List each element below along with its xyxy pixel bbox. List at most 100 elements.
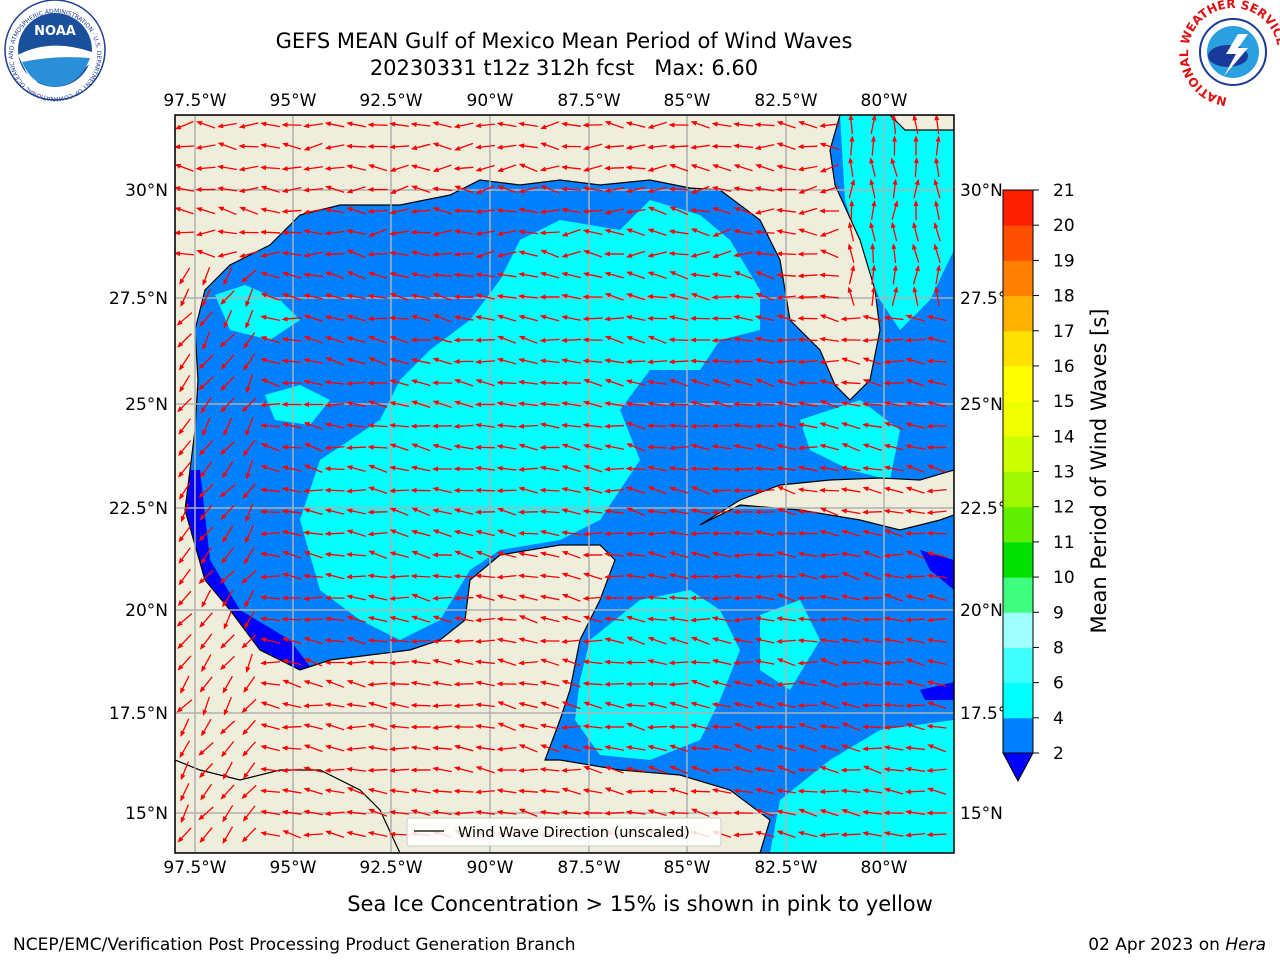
wind-wave-arrow	[690, 486, 710, 495]
wind-wave-arrow	[195, 187, 216, 193]
wind-wave-arrow	[819, 249, 839, 259]
wind-wave-arrow	[367, 122, 388, 128]
wind-wave-arrow	[324, 144, 345, 150]
wind-wave-arrow	[496, 314, 517, 322]
wind-wave-arrow	[540, 249, 560, 258]
wind-wave-arrow	[797, 767, 818, 773]
wind-wave-arrow	[733, 401, 754, 407]
wind-wave-arrow	[346, 465, 366, 473]
wind-wave-arrow	[582, 208, 603, 214]
wind-wave-arrow	[668, 186, 689, 192]
wind-wave-arrow	[518, 143, 539, 149]
wind-wave-arrow	[303, 123, 324, 129]
wind-wave-arrow	[242, 439, 256, 457]
wind-wave-arrow	[223, 610, 233, 630]
wind-wave-arrow	[905, 637, 925, 644]
wind-wave-arrow	[411, 550, 431, 559]
wind-wave-arrow	[453, 573, 474, 579]
wind-wave-arrow	[819, 487, 840, 493]
wind-wave-arrow	[840, 659, 861, 665]
wind-wave-arrow	[220, 376, 235, 391]
wind-wave-arrow	[324, 315, 345, 321]
wind-wave-arrow	[220, 397, 235, 413]
wind-wave-arrow	[776, 638, 797, 644]
wind-wave-arrow	[324, 767, 345, 773]
wind-wave-arrow	[647, 788, 668, 794]
wind-wave-arrow	[797, 445, 818, 451]
wind-wave-arrow	[668, 445, 689, 451]
wind-wave-arrow	[841, 443, 861, 452]
lon-label-top: 95°W	[270, 91, 317, 111]
wind-wave-arrow	[180, 804, 189, 824]
wind-wave-arrow	[518, 229, 539, 235]
wind-wave-arrow	[668, 681, 689, 687]
wind-wave-arrow	[453, 681, 474, 687]
wind-wave-arrow	[303, 336, 323, 344]
wind-wave-arrow	[669, 206, 689, 216]
wind-wave-arrow	[905, 745, 926, 751]
wind-wave-arrow	[242, 483, 256, 499]
wind-wave-arrow	[241, 827, 257, 843]
wind-wave-arrow	[496, 357, 517, 365]
wind-wave-arrow	[690, 679, 710, 688]
wind-wave-arrow	[198, 742, 214, 756]
wind-wave-arrow	[669, 163, 689, 172]
wind-wave-arrow	[840, 316, 861, 322]
wind-wave-arrow	[647, 465, 667, 472]
wind-wave-arrow	[178, 482, 191, 500]
wind-wave-arrow	[518, 294, 539, 300]
wind-wave-arrow	[668, 293, 689, 300]
wind-wave-arrow	[475, 809, 496, 815]
wind-wave-arrow	[669, 271, 689, 280]
wind-wave-arrow	[711, 574, 732, 580]
colorbar-segment	[1003, 612, 1033, 648]
wind-wave-arrow	[668, 810, 689, 816]
wind-wave-arrow	[776, 314, 796, 322]
wind-wave-arrow	[346, 529, 366, 537]
wind-wave-arrow	[222, 804, 234, 823]
wind-wave-arrow	[432, 357, 452, 365]
lon-label-bottom: 92.5°W	[359, 858, 422, 878]
wind-wave-arrow	[324, 466, 345, 472]
wind-wave-arrow	[647, 186, 667, 194]
wind-wave-arrow	[626, 636, 646, 645]
wind-wave-arrow	[604, 271, 624, 279]
wind-wave-arrow	[604, 637, 624, 644]
wind-wave-arrow	[518, 357, 538, 365]
wind-wave-arrow	[238, 186, 259, 193]
wind-wave-arrow	[518, 250, 538, 257]
wind-wave-arrow	[281, 271, 302, 279]
wind-wave-arrow	[346, 423, 367, 429]
wind-wave-arrow	[862, 509, 883, 515]
wind-wave-arrow	[626, 335, 646, 344]
wind-wave-arrow	[303, 744, 323, 753]
wind-wave-arrow	[669, 379, 689, 387]
wind-wave-arrow	[891, 243, 897, 264]
wind-wave-arrow	[582, 228, 603, 236]
wind-wave-arrow	[245, 374, 253, 394]
wind-wave-arrow	[733, 595, 754, 601]
wind-wave-arrow	[303, 314, 323, 322]
wind-wave-arrow	[582, 271, 603, 279]
wind-wave-arrow	[324, 207, 345, 214]
wind-wave-arrow	[840, 832, 861, 838]
wind-wave-arrow	[176, 312, 193, 326]
wind-wave-arrow	[346, 615, 366, 623]
wind-wave-arrow	[496, 488, 517, 494]
wind-wave-arrow	[389, 357, 409, 365]
wind-wave-arrow	[582, 164, 603, 172]
wind-wave-arrow	[432, 809, 452, 815]
wind-wave-arrow	[518, 808, 538, 817]
wind-wave-arrow	[883, 486, 904, 494]
wind-wave-arrow	[539, 723, 560, 730]
wind-wave-arrow	[368, 808, 388, 817]
wind-wave-arrow	[518, 788, 539, 794]
wind-wave-arrow	[733, 294, 754, 300]
wind-wave-arrow	[776, 788, 796, 794]
wind-wave-arrow	[346, 164, 366, 171]
wind-wave-arrow	[711, 724, 732, 730]
wind-wave-arrow	[690, 423, 711, 429]
wind-wave-arrow	[219, 440, 236, 455]
wind-wave-arrow	[220, 354, 235, 370]
wind-wave-arrow	[178, 418, 191, 435]
